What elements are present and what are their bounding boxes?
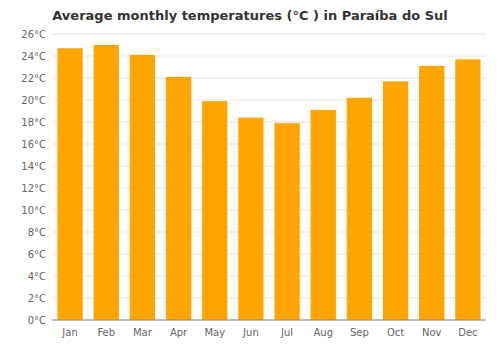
bar — [130, 55, 155, 320]
bar — [274, 123, 299, 320]
x-tick-label: May — [204, 327, 225, 338]
grid-line — [52, 34, 486, 35]
bar — [166, 77, 191, 320]
bar — [419, 66, 444, 320]
y-grid — [52, 34, 486, 320]
y-tick-label: 24°C — [21, 51, 46, 62]
y-tick-label: 2°C — [28, 293, 46, 304]
y-tick-label: 20°C — [21, 95, 46, 106]
bar — [202, 101, 227, 320]
bar — [57, 48, 82, 320]
bar — [94, 45, 119, 320]
x-tick-label: Nov — [422, 327, 442, 338]
bar — [383, 81, 408, 320]
y-tick-label: 22°C — [21, 73, 46, 84]
y-tick-label: 18°C — [21, 117, 46, 128]
x-tick-label: Sep — [350, 327, 369, 338]
y-tick-label: 16°C — [21, 139, 46, 150]
x-tick-label: Jul — [280, 327, 293, 338]
y-tick-label: 6°C — [28, 249, 46, 260]
y-tick-label: 10°C — [21, 205, 46, 216]
x-tick-label: Jan — [61, 327, 77, 338]
chart-svg: Average monthly temperatures (°C ) in Pa… — [0, 0, 500, 350]
title: Average monthly temperatures (°C ) in Pa… — [52, 8, 447, 23]
x-tick-label: Oct — [387, 327, 404, 338]
chart-container: Average monthly temperatures (°C ) in Pa… — [0, 0, 500, 350]
y-tick-label: 14°C — [21, 161, 46, 172]
bar — [311, 110, 336, 320]
x-tick-label: Aug — [313, 327, 333, 338]
x-tick-label: Mar — [133, 327, 153, 338]
y-tick-label: 12°C — [21, 183, 46, 194]
y-tick-label: 4°C — [28, 271, 46, 282]
x-tick-label: Dec — [458, 327, 477, 338]
grid-line — [52, 320, 486, 321]
bar — [238, 118, 263, 320]
x-axis-line — [52, 320, 486, 321]
bars — [57, 45, 480, 320]
x-tick-label: Apr — [170, 327, 188, 338]
y-tick-label: 8°C — [28, 227, 46, 238]
y-tick-label: 26°C — [21, 29, 46, 40]
bar — [347, 98, 372, 320]
x-tick-label: Jun — [242, 327, 259, 338]
y-tick-label: 0°C — [28, 315, 46, 326]
x-tick-label: Feb — [97, 327, 115, 338]
bar — [455, 59, 480, 320]
